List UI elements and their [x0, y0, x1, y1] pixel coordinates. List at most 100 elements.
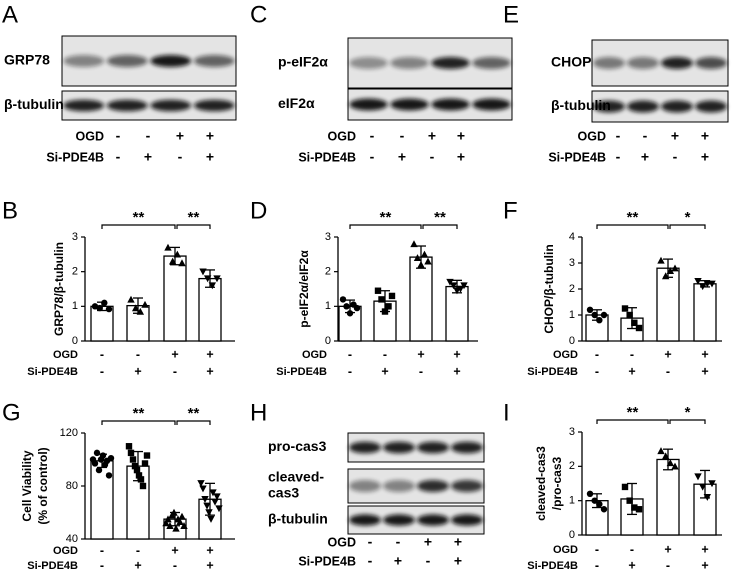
blot-band: [349, 514, 381, 526]
data-point: [213, 493, 221, 501]
blot-band: [661, 57, 693, 69]
condition-label: Si-PDE4B: [27, 560, 78, 571]
significance-bracket: [596, 224, 669, 229]
y-axis-label: cleaved-cas3: [534, 446, 548, 521]
data-point: [136, 307, 145, 315]
significance-bracket: [349, 224, 422, 229]
condition-sign: +: [641, 149, 649, 165]
condition-sign: -: [396, 534, 401, 550]
condition-sign: -: [100, 364, 104, 378]
condition-sign: +: [428, 128, 436, 144]
data-point: [135, 472, 143, 479]
data-point: [213, 275, 221, 283]
y-tick-label: 3: [325, 231, 331, 243]
condition-sign: -: [616, 128, 621, 144]
significance-label: **: [627, 404, 639, 421]
condition-sign: -: [430, 149, 435, 165]
data-point: [343, 303, 350, 310]
data-point: [133, 466, 141, 474]
data-point: [96, 304, 103, 312]
blot-band: [106, 99, 148, 112]
data-point: [591, 497, 598, 504]
data-point: [460, 282, 468, 290]
significance-bracket: [101, 420, 176, 425]
data-point: [203, 502, 211, 510]
data-point: [708, 480, 716, 488]
row-label: cleaved-: [268, 469, 324, 485]
condition-sign: +: [424, 534, 432, 550]
blot-band: [593, 57, 625, 69]
condition-sign: +: [628, 364, 635, 378]
condition-sign: -: [419, 364, 423, 378]
condition-label: OGD: [328, 535, 356, 549]
blot-band: [390, 57, 429, 69]
condition-sign: -: [595, 347, 599, 361]
condition-sign: +: [453, 347, 460, 361]
data-point: [694, 278, 702, 285]
y-axis-label: CHOP/β-tubulin: [542, 244, 556, 333]
data-point: [410, 240, 418, 248]
bar: [656, 458, 680, 536]
condition-label: OGD: [76, 129, 104, 143]
y-axis-label: (% of control): [36, 447, 50, 524]
significance-label: *: [685, 404, 691, 421]
data-point: [164, 243, 172, 251]
condition-sign: +: [394, 553, 402, 569]
condition-sign: -: [673, 149, 678, 165]
data-point: [694, 473, 702, 481]
condition-sign: +: [701, 149, 709, 165]
condition-sign: +: [664, 542, 671, 556]
data-point: [173, 250, 182, 258]
condition-label: Si-PDE4B: [527, 366, 578, 378]
data-point: [385, 303, 392, 310]
condition-sign: +: [671, 128, 679, 144]
blot-band: [661, 100, 693, 113]
condition-label: Si-PDE4B: [527, 560, 578, 571]
y-tick-label: 0: [72, 335, 78, 347]
y-tick-label: 0: [569, 335, 575, 347]
condition-sign: +: [206, 128, 214, 144]
data-point: [166, 522, 174, 529]
data-point: [635, 506, 643, 513]
condition-label: OGD: [553, 349, 578, 361]
data-point: [708, 280, 716, 288]
y-tick-label: 2: [569, 283, 575, 295]
condition-sign: +: [701, 347, 708, 361]
data-point: [93, 449, 101, 457]
condition-sign: -: [595, 542, 599, 556]
data-point: [591, 311, 598, 319]
condition-sign: +: [701, 128, 709, 144]
data-point: [378, 296, 385, 303]
condition-label: Si-PDE4B: [548, 150, 606, 164]
data-point: [698, 483, 707, 491]
data-point: [420, 250, 429, 258]
significance-label: **: [133, 405, 145, 422]
row-label: CHOP: [551, 54, 591, 70]
condition-sign: +: [454, 534, 462, 550]
condition-sign: +: [701, 364, 708, 378]
condition-sign: -: [348, 364, 352, 378]
data-point: [99, 452, 107, 459]
data-point: [631, 504, 638, 511]
y-tick-label: 3: [72, 231, 78, 243]
data-point: [446, 278, 454, 286]
condition-sign: +: [398, 149, 406, 165]
condition-sign: -: [643, 128, 648, 144]
condition-label: OGD: [302, 349, 327, 361]
panel-letter: G: [2, 399, 21, 426]
condition-sign: -: [100, 543, 104, 557]
condition-sign: -: [666, 364, 670, 378]
blot-band: [193, 55, 235, 67]
significance-bracket: [101, 224, 176, 229]
condition-sign: +: [171, 347, 178, 361]
bar: [198, 277, 222, 342]
data-point: [211, 498, 219, 506]
blot-band: [472, 98, 511, 111]
data-point: [137, 476, 145, 483]
condition-label: Si-PDE4B: [276, 366, 327, 378]
panel-letter: H: [250, 399, 267, 426]
data-point: [417, 261, 425, 268]
data-point: [631, 319, 638, 326]
data-point: [127, 295, 135, 303]
data-point: [215, 505, 223, 513]
